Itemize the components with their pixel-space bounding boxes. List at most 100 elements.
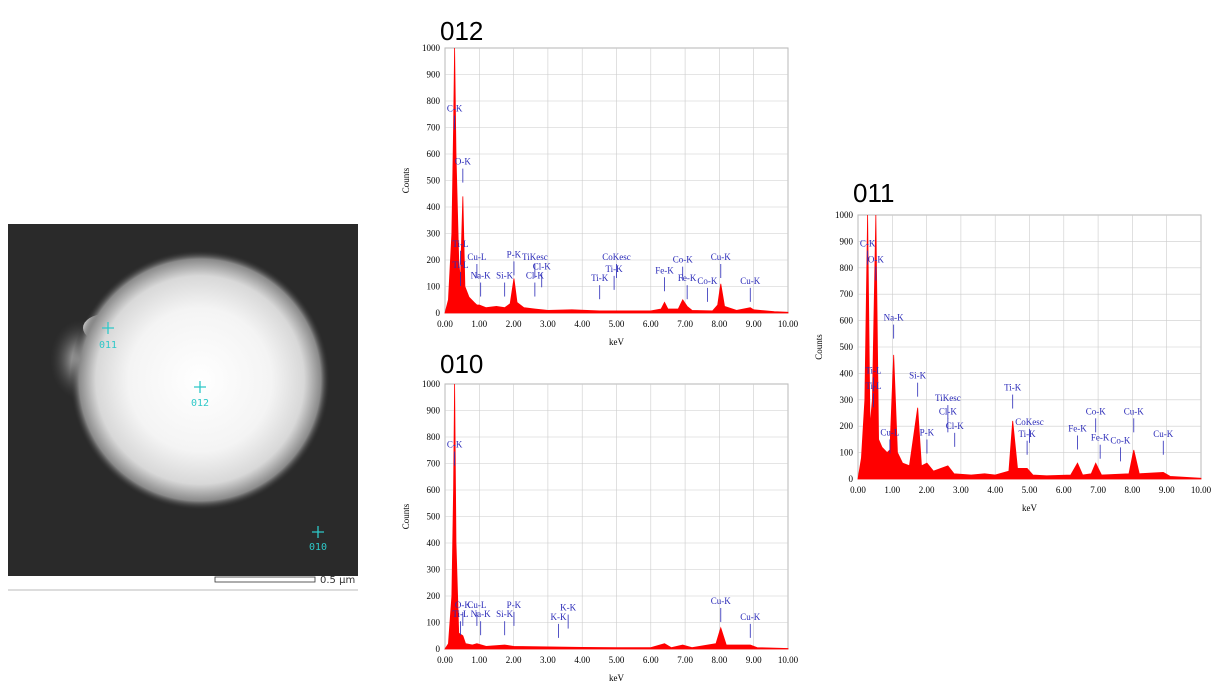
peak-label: TiKesc [522,252,548,262]
marker-label: 010 [309,542,327,553]
y-tick-label: 1000 [422,379,441,389]
peak-label: Cu-L [467,252,486,262]
y-tick-label: 100 [427,282,441,292]
scale-bar-label: 0.5 µm [320,575,355,586]
peak-label: Fe-K [655,265,674,275]
y-axis-label: Counts [401,503,411,529]
marker-label: 011 [99,340,117,351]
y-tick-label: 100 [840,448,854,458]
y-tick-label: 600 [427,149,441,159]
x-tick-label: 10.00 [778,319,799,329]
y-tick-label: 600 [840,316,854,326]
peak-label: Fe-K [678,273,697,283]
peak-label: Fe-K [1068,423,1087,433]
peak-label: Co-K [1086,406,1107,416]
spectrum-area [444,383,789,650]
y-tick-label: 800 [840,263,854,273]
y-tick-label: 400 [427,538,441,548]
x-tick-label: 3.00 [540,655,556,665]
peak-label: Cu-K [1153,429,1174,439]
x-tick-label: 3.00 [540,319,556,329]
x-tick-label: 0.00 [437,319,453,329]
x-tick-label: 10.00 [1191,485,1212,495]
x-axis-label: keV [609,673,624,683]
y-tick-label: 800 [427,432,441,442]
peak-label: Cl-K [526,271,545,281]
y-tick-label: 200 [427,591,441,601]
y-tick-label: 1000 [422,43,441,53]
x-tick-label: 9.00 [746,655,762,665]
peak-label: Co-K [673,255,694,265]
chart-title: 011 [853,178,894,208]
peak-label: Si-K [496,271,514,281]
x-tick-label: 8.00 [1125,485,1141,495]
y-tick-label: 600 [427,485,441,495]
y-tick-label: 900 [427,406,441,416]
y-tick-label: 400 [840,368,854,378]
peak-label: O-K [455,600,471,610]
peak-label: Cu-L [880,427,899,437]
peak-label: Na-K [471,271,491,281]
peak-label: Fe-K [1091,433,1110,443]
y-tick-label: 700 [427,123,441,133]
x-tick-label: 7.00 [677,319,693,329]
x-axis-label: keV [609,337,624,347]
peak-label: Ti-L [452,609,468,619]
spectrum-area [857,214,1202,480]
peak-label: P-K [920,427,935,437]
peak-label: Na-K [471,609,491,619]
y-tick-label: 100 [427,618,441,628]
peak-label: Ti-K [591,273,609,283]
x-tick-label: 2.00 [919,485,935,495]
x-tick-label: 10.00 [778,655,799,665]
peak-label: C-K [860,239,876,249]
chart-title: 012 [440,16,483,46]
y-tick-label: 1000 [835,210,854,220]
peak-label: Ti-L [452,239,468,249]
peak-label: P-K [507,600,522,610]
x-tick-label: 0.00 [850,485,866,495]
peak-label: Cl-K [946,421,965,431]
peak-label: O-K [455,157,471,167]
peak-label: Cu-K [740,276,761,286]
y-tick-label: 500 [427,512,441,522]
spectrum-chart: 0.00 1.00 2.00 3.00 4.00 5.00 6.00 7.00 8.00 9.00… [401,16,799,347]
peak-label: P-K [507,249,522,259]
y-tick-label: 0 [436,644,441,654]
peak-label: CoKesc [602,252,631,262]
y-axis-label: Counts [814,334,824,360]
peak-label: C-K [447,104,463,114]
chart-title: 010 [440,349,483,379]
peak-label: Ti-L [865,381,881,391]
peak-label: C-K [447,440,463,450]
y-tick-label: 300 [840,395,854,405]
y-tick-label: 200 [840,421,854,431]
x-tick-label: 6.00 [643,655,659,665]
peak-label: Si-K [909,371,927,381]
x-tick-label: 6.00 [1056,485,1072,495]
peak-label: Ti-K [1004,383,1022,393]
x-tick-label: 4.00 [574,655,590,665]
peak-label: Ti-L [452,260,468,270]
y-axis-label: Counts [401,167,411,193]
peak-label: Cu-K [740,612,761,622]
peak-label: Co-K [697,276,718,286]
spectrum-area [444,47,789,314]
peak-label: TiKesc [935,393,961,403]
y-tick-label: 700 [840,289,854,299]
stem-image: 011 012 010 0.5 µm [8,224,358,591]
x-tick-label: 2.00 [506,655,522,665]
x-tick-label: 5.00 [1022,485,1038,495]
spectrum-chart: 0.00 1.00 2.00 3.00 4.00 5.00 6.00 7.00 8.00 9.00… [401,349,799,683]
x-tick-label: 8.00 [712,655,728,665]
x-axis-label: keV [1022,503,1037,513]
y-tick-label: 700 [427,459,441,469]
y-tick-label: 200 [427,255,441,265]
peak-label: O-K [868,255,884,265]
x-tick-label: 7.00 [1090,485,1106,495]
peak-label: CoKesc [1015,417,1044,427]
x-tick-label: 9.00 [1159,485,1175,495]
x-tick-label: 3.00 [953,485,969,495]
